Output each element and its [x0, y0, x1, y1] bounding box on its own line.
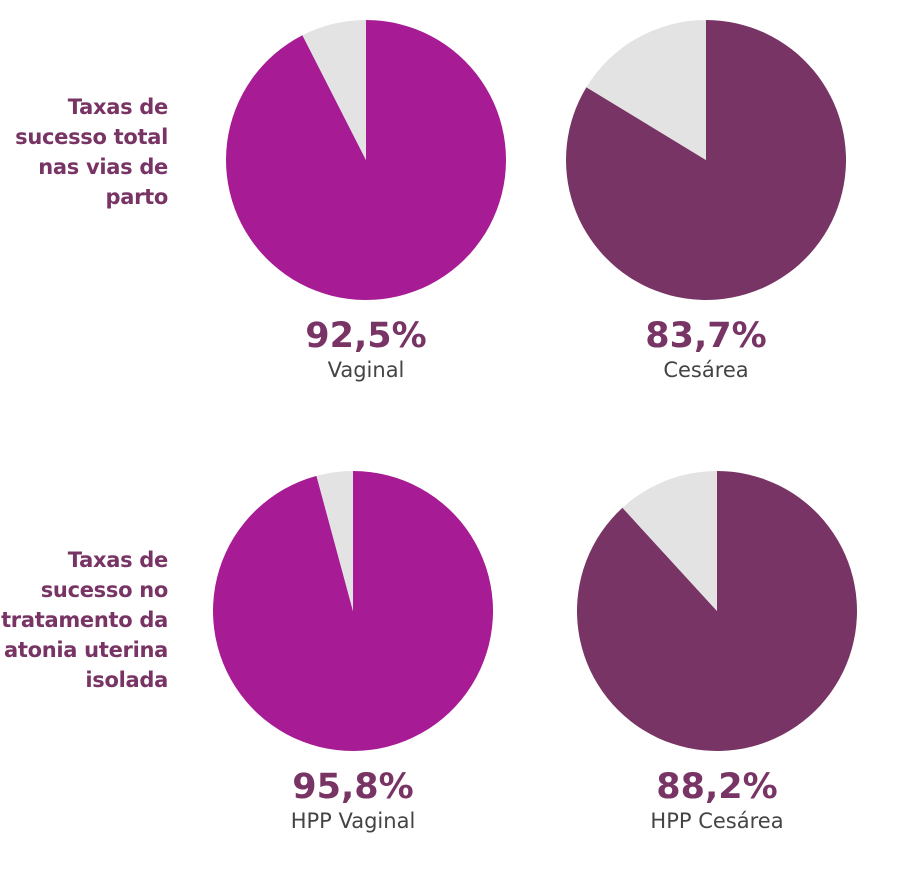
pie-hpp-vaginal: 95,8% HPP Vaginal: [213, 471, 493, 835]
row-label-line: Taxas de: [67, 548, 169, 572]
pie-chart: [566, 20, 846, 300]
pie-slice-success: [226, 20, 506, 300]
pie-label: Cesárea: [663, 358, 749, 382]
pie-slice-success: [213, 471, 493, 751]
pie-chart: [226, 20, 506, 300]
row-label-line: nas vias de: [38, 155, 168, 179]
row-label-line: Taxas de: [67, 95, 169, 119]
row-label-line: parto: [105, 185, 168, 209]
pie-label: Vaginal: [327, 358, 405, 382]
pie-value: 88,2%: [656, 767, 778, 807]
pie-label: HPP Vaginal: [290, 809, 416, 833]
row-label-atonia: Taxas de sucesso no tratamento da atonia…: [1, 545, 168, 695]
row-label-line: sucesso total: [15, 125, 168, 149]
row-label-line: atonia uterina: [4, 638, 168, 662]
pie-chart: [213, 471, 493, 751]
pie-chart: [577, 471, 857, 751]
pie-value: 95,8%: [292, 767, 414, 807]
pie-value: 92,5%: [305, 316, 427, 356]
pie-slice-remainder: [316, 471, 353, 611]
row-label-line: isolada: [85, 668, 168, 692]
row-label-line: sucesso no: [40, 578, 169, 602]
pie-slice-remainder: [586, 20, 706, 160]
row-label-total: Taxas de sucesso total nas vias de parto: [15, 92, 168, 212]
pie-slice-remainder: [302, 20, 366, 160]
row-label-line: tratamento da: [1, 608, 168, 632]
pie-hpp-cesarea: 88,2% HPP Cesárea: [577, 471, 857, 835]
pie-value: 83,7%: [645, 316, 767, 356]
pie-slice-success: [577, 471, 857, 751]
pie-cesarea: 83,7% Cesárea: [566, 20, 846, 384]
pie-label: HPP Cesárea: [650, 809, 784, 833]
pie-slice-remainder: [622, 471, 717, 611]
pie-slice-success: [566, 20, 846, 300]
pie-vaginal: 92,5% Vaginal: [226, 20, 506, 384]
